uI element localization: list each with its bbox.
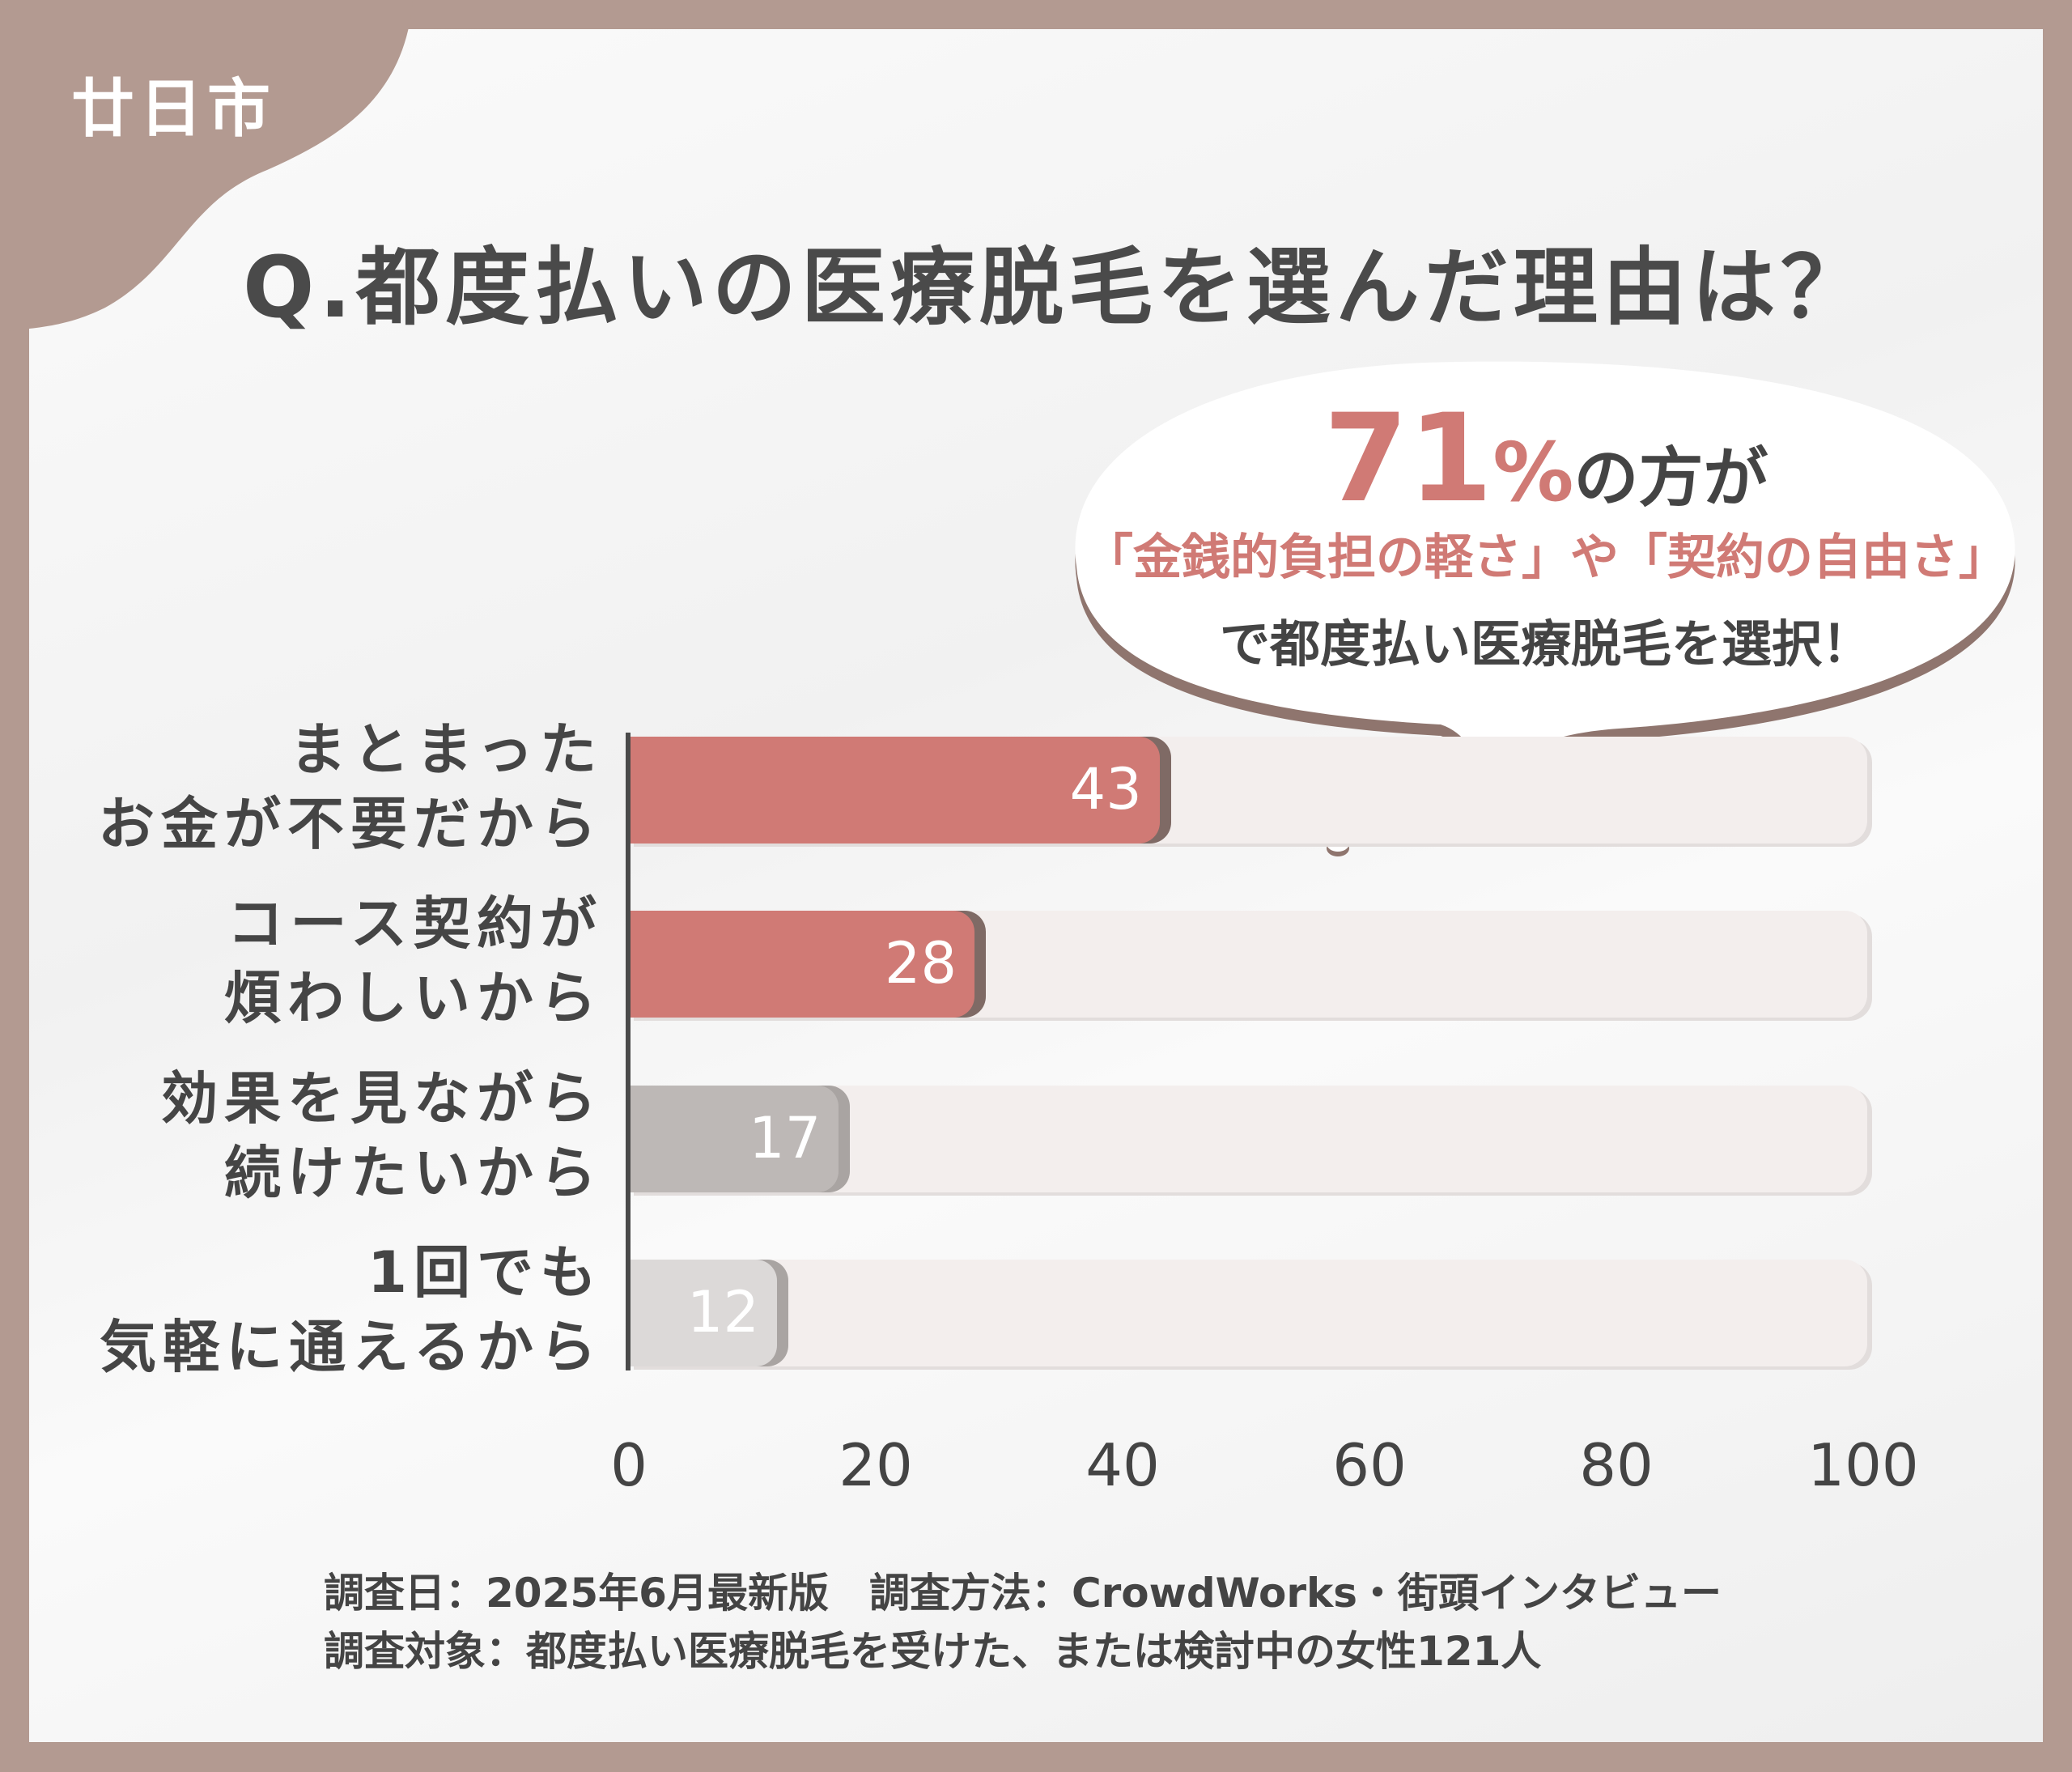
bar: 28 — [629, 911, 974, 1018]
callout-suffix: の方が — [1573, 440, 1768, 516]
page-title: Q.都度払いの医療脱毛を選んだ理由は？ — [243, 238, 1870, 337]
category-label-line: 煩わしいから — [224, 965, 603, 1031]
y-axis-line — [626, 733, 631, 1370]
footer-line-2: 調査対象：都度払い医療脱毛を受けた、または検討中の女性121人 — [324, 1628, 1542, 1675]
city-label: 廿日市 — [71, 73, 276, 146]
x-tick-label: 0 — [610, 1431, 648, 1499]
callout-line-3: で都度払い医療脱毛を選択！ — [1219, 614, 1872, 674]
bar-value-label: 43 — [1069, 756, 1142, 822]
category-label: まとまったお金が不要だから — [98, 712, 603, 861]
category-label-line: まとまった — [289, 716, 603, 783]
category-label-line: 続けたいから — [224, 1140, 603, 1206]
category-label-line: 効果を見ながら — [161, 1065, 603, 1132]
category-label-line: 1回でも — [367, 1239, 603, 1306]
corner-blob — [0, 0, 413, 332]
x-tick-label: 20 — [839, 1431, 913, 1499]
bar-track — [629, 1260, 1867, 1366]
bar: 17 — [629, 1086, 839, 1192]
x-tick-label: 40 — [1085, 1431, 1160, 1499]
bar-value-label: 12 — [686, 1279, 759, 1345]
bar: 12 — [629, 1260, 777, 1366]
callout-line-2: 「金銭的負担の軽さ」や「契約の自由さ」 — [1085, 529, 2007, 586]
category-label-line: コース契約が — [227, 890, 603, 957]
bar: 43 — [629, 737, 1160, 844]
callout-percent: 71 — [1323, 389, 1493, 529]
panel — [29, 29, 2043, 1742]
x-tick-label: 100 — [1807, 1431, 1919, 1499]
category-label: コース契約が 煩わしいから — [224, 886, 603, 1035]
x-tick-label: 80 — [1579, 1431, 1654, 1499]
bar-value-label: 17 — [749, 1105, 822, 1171]
callout-line-1: 71%の方が — [1076, 389, 2015, 529]
callout-percent-sign: % — [1492, 425, 1574, 520]
x-tick-label: 60 — [1332, 1431, 1407, 1499]
category-label-line: 気軽に通えるから — [100, 1314, 603, 1380]
bar-value-label: 28 — [884, 930, 957, 996]
speech-bubble — [1075, 361, 2015, 856]
category-label: 1回でも気軽に通えるから — [100, 1235, 603, 1384]
footer-line-1: 調査日：2025年6月最新版 調査方法：CrowdWorks・街頭インタビュー — [324, 1570, 1722, 1617]
category-label: 効果を見ながら続けたいから — [161, 1061, 603, 1210]
category-label-line: お金が不要だから — [98, 791, 603, 857]
